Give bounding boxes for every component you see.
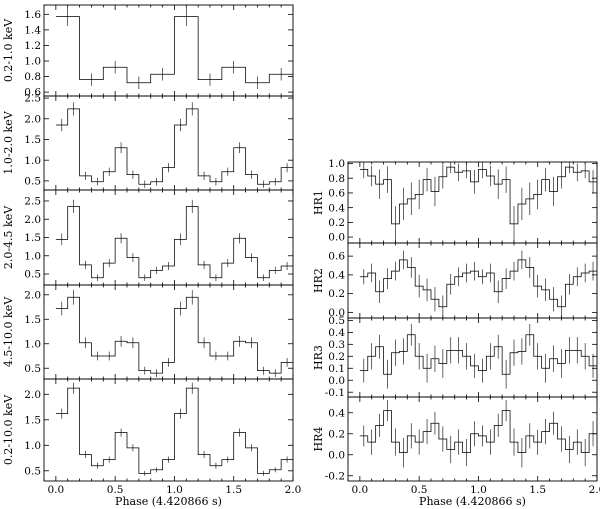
y-tick-label: 1.2 bbox=[24, 40, 41, 52]
y-tick-label: 1.5 bbox=[24, 134, 41, 146]
x-tick-label: 1.0 bbox=[166, 484, 183, 496]
y-axis-label: HR2 bbox=[312, 268, 325, 293]
y-tick-label: 0.0 bbox=[328, 232, 345, 244]
y-tick-label: 1.0 bbox=[24, 250, 41, 262]
y-tick-label: 0.6 bbox=[328, 251, 345, 263]
y-tick-label: 1.6 bbox=[24, 9, 41, 21]
y-tick-label: 0.1 bbox=[328, 363, 345, 375]
y-tick-label: 2.0 bbox=[24, 214, 41, 226]
panel-6: 0.0 0.2 0.4 0.6 0.8 1.0 HR1 bbox=[312, 158, 598, 244]
y-tick-label: 0.5 bbox=[24, 363, 41, 375]
panel-3: 0.5 1.0 1.5 2.0 2.5 2.0-4.5 keV bbox=[2, 189, 294, 286]
y-axis-label: 4.5-10.0 keV bbox=[2, 296, 15, 367]
y-axis-label: HR4 bbox=[312, 427, 325, 452]
y-tick-label: 0.0 bbox=[328, 449, 345, 461]
y-axis-label: HR3 bbox=[312, 345, 325, 370]
series-step-line bbox=[55, 206, 293, 279]
y-tick-label: 2.5 bbox=[24, 93, 41, 105]
series-step-line bbox=[359, 259, 597, 308]
y-tick-label: 0.5 bbox=[24, 465, 41, 477]
y-tick-label: 1.0 bbox=[24, 56, 41, 68]
series-step-line bbox=[55, 108, 293, 185]
series-step-line bbox=[55, 16, 293, 84]
y-tick-label: 0.3 bbox=[328, 339, 345, 351]
y-axis-label: 1.0-2.0 keV bbox=[2, 110, 15, 174]
y-tick-label: 2.5 bbox=[24, 196, 41, 208]
y-tick-label: 0.2 bbox=[328, 351, 345, 363]
panel-4: 0.5 1.0 1.5 2.0 4.5-10.0 keV bbox=[2, 284, 294, 380]
panel-5: 0.5 1.0 1.5 2.0 0.2-10.0 keV 0.0 0.5 1.0 1.5 2.0 P… bbox=[2, 378, 302, 508]
y-axis-label: 2.0-4.5 keV bbox=[2, 205, 15, 269]
panel-1: 0.6 0.8 1.0 1.2 1.4 1.6 0.2-1.0 keV bbox=[2, 4, 294, 99]
y-tick-label: 2.0 bbox=[24, 113, 41, 125]
y-tick-label: 1.4 bbox=[24, 24, 41, 36]
x-axis-label: Phase (4.420866 s) bbox=[419, 495, 526, 508]
x-tick-label: 0.5 bbox=[411, 484, 428, 496]
y-tick-label: 1.0 bbox=[328, 158, 345, 170]
y-tick-label: -0.1 bbox=[325, 387, 345, 399]
x-axis-label: Phase (4.420866 s) bbox=[115, 495, 222, 508]
y-tick-label: 0.5 bbox=[24, 175, 41, 187]
y-tick-label: 0.4 bbox=[328, 269, 345, 281]
y-tick-label: 0.5 bbox=[24, 269, 41, 281]
y-tick-label: 0.2 bbox=[328, 217, 345, 229]
series-step-line bbox=[359, 166, 597, 225]
y-tick-label: 0.5 bbox=[328, 315, 345, 327]
y-tick-label: 1.0 bbox=[24, 440, 41, 452]
panel-frame bbox=[43, 378, 294, 482]
y-axis-label: HR1 bbox=[312, 190, 325, 215]
panel-frame bbox=[347, 396, 598, 482]
y-tick-label: 1.5 bbox=[24, 314, 41, 326]
y-tick-label: 1.0 bbox=[24, 155, 41, 167]
x-tick-label: 1.5 bbox=[225, 484, 242, 496]
y-tick-label: 1.5 bbox=[24, 414, 41, 426]
y-tick-label: 0.0 bbox=[328, 375, 345, 387]
y-tick-label: 2.0 bbox=[24, 289, 41, 301]
y-tick-label: 0.0 bbox=[328, 307, 345, 319]
x-tick-label: 2.0 bbox=[285, 484, 302, 496]
panel-8: -0.10.00.10.20.30.40.5 HR3 bbox=[312, 315, 598, 399]
x-tick-label: 1.0 bbox=[470, 484, 487, 496]
panel-frame bbox=[347, 161, 598, 244]
y-tick-label: 0.2 bbox=[328, 428, 345, 440]
panel-frame bbox=[43, 189, 294, 286]
x-tick-label: 1.5 bbox=[529, 484, 546, 496]
y-tick-label: 1.5 bbox=[24, 232, 41, 244]
y-tick-label: 0.2 bbox=[328, 288, 345, 300]
y-tick-label: -0.2 bbox=[325, 470, 345, 482]
x-tick-label: 0.0 bbox=[48, 484, 65, 496]
y-tick-label: 0.4 bbox=[328, 202, 345, 214]
y-axis-label: 0.2-10.0 keV bbox=[2, 394, 15, 465]
x-tick-label: 0.5 bbox=[107, 484, 124, 496]
panel-frame bbox=[347, 317, 598, 398]
series-step-line bbox=[359, 334, 597, 375]
y-axis-label: 0.2-1.0 keV bbox=[2, 18, 15, 82]
panel-2: 0.5 1.0 1.5 2.0 2.5 1.0-2.0 keV bbox=[2, 93, 294, 191]
panel-frame bbox=[43, 4, 294, 97]
series-step-line bbox=[55, 387, 293, 474]
y-tick-label: 0.8 bbox=[328, 173, 345, 185]
y-tick-label: 1.0 bbox=[24, 338, 41, 350]
y-tick-label: 0.4 bbox=[328, 407, 345, 419]
y-tick-label: 2.0 bbox=[24, 389, 41, 401]
y-tick-label: 0.6 bbox=[328, 188, 345, 200]
x-tick-label: 0.0 bbox=[352, 484, 369, 496]
series-step-line bbox=[55, 296, 293, 374]
x-tick-label: 2.0 bbox=[589, 484, 600, 496]
y-tick-label: 0.8 bbox=[24, 71, 41, 83]
series-step-line bbox=[359, 410, 597, 454]
y-tick-label: 0.4 bbox=[328, 327, 345, 339]
y-tick-label: 0.6 bbox=[24, 87, 41, 99]
